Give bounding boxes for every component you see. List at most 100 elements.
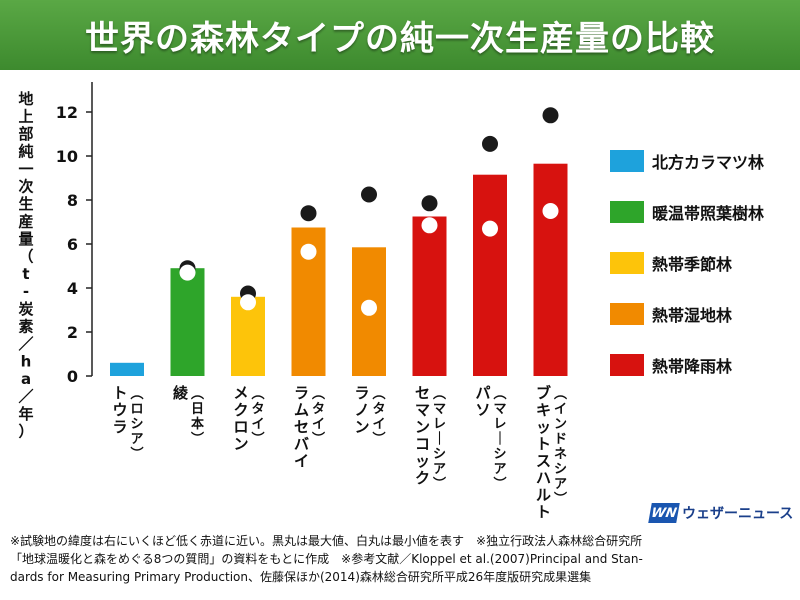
x-tick-sublabel-char: ｜ <box>493 431 506 447</box>
x-axis-labels: トウラ︵ロシア︶綾 ︵日本︶メクロン︵タイ︶ラムセバイ︵タイ︶ラノン︵タイ︶セマン… <box>112 384 567 521</box>
x-tick-label-char: ッ <box>415 452 430 470</box>
logo-mark: WN <box>648 503 680 523</box>
x-tick-label-char: ト <box>112 384 127 402</box>
y-axis-label-char: 炭 <box>18 300 33 318</box>
footnote-line: dards for Measuring Primary Production、佐… <box>10 570 592 584</box>
y-tick-label: 4 <box>67 279 78 298</box>
legend-label: 熱帯季節林 <box>652 255 733 274</box>
x-tick-label-char: ン <box>233 435 248 453</box>
legend: 北方カラマツ林 暖温帯照葉樹林 熱帯季節林 熱帯湿地林 熱帯降雨林 <box>610 148 800 403</box>
x-tick-sublabel-char: タ <box>312 402 325 417</box>
y-axis-label-char: 次 <box>18 178 33 196</box>
x-tick-sublabel-char: ︶ <box>129 446 143 462</box>
x-tick-sublabel-char: シ <box>493 447 506 462</box>
x-tick-label-char: ノ <box>354 401 369 419</box>
min-marker <box>179 264 196 281</box>
y-axis-label-char: a <box>21 370 31 388</box>
x-tick-label-char: セ <box>294 418 309 436</box>
x-tick-sublabel-char: ︶ <box>432 476 446 492</box>
legend-swatch <box>610 150 644 172</box>
legend-swatch <box>610 201 644 223</box>
max-marker <box>361 186 377 203</box>
x-tick-label-char: ロ <box>233 418 248 436</box>
y-axis-label-char: 一 <box>18 160 33 178</box>
legend-label: 北方カラマツ林 <box>652 153 765 172</box>
y-tick-label: 12 <box>56 103 78 122</box>
x-tick-label-char: ク <box>233 401 248 419</box>
x-tick-label-char: ラ <box>112 418 127 436</box>
x-tick-sublabel-char: ︵ <box>492 387 506 402</box>
min-marker <box>361 299 377 316</box>
min-marker <box>421 217 438 234</box>
min-marker <box>300 243 317 260</box>
x-tick-label-char: バ <box>294 435 309 453</box>
y-axis-ticks: 0 2 4 6 8 10 12 <box>56 82 93 386</box>
legend-item: 熱帯降雨林 <box>610 352 800 378</box>
x-tick-label-char: マ <box>415 401 430 419</box>
x-tick-sublabel-char: イ <box>312 417 325 432</box>
x-tick-label-char: ン <box>354 418 369 436</box>
y-axis-label-char: 生 <box>18 195 33 213</box>
max-marker <box>421 195 438 212</box>
title-bar: 世界の森林タイプの純一次生産量の比較 <box>0 0 800 70</box>
y-axis-label-char: 部 <box>18 125 33 143</box>
x-tick-label-char: メ <box>233 384 248 402</box>
x-tick-label-char: ウ <box>112 401 127 419</box>
max-marker <box>300 205 317 222</box>
x-tick-label-char: ト <box>536 435 551 453</box>
max-marker <box>542 107 559 124</box>
y-axis-label-char: ） <box>18 423 33 441</box>
min-marker <box>240 294 256 311</box>
x-tick-sublabel-char: ︶ <box>311 431 325 447</box>
x-tick-sublabel-char: タ <box>372 402 385 417</box>
x-tick-sublabel-char: イ <box>554 402 567 417</box>
bar <box>170 268 205 376</box>
legend-swatch <box>610 252 644 274</box>
y-tick-label: 10 <box>56 147 78 166</box>
legend-item: 北方カラマツ林 <box>610 148 800 174</box>
legend-item: 暖温帯照葉樹林 <box>610 199 800 225</box>
y-tick-label: 0 <box>67 367 78 386</box>
x-tick-label-char: ル <box>536 486 551 504</box>
x-tick-sublabel-char: レ <box>493 417 506 432</box>
y-axis-label-char: 量 <box>18 230 33 248</box>
x-tick-sublabel-char: イ <box>372 417 385 432</box>
x-tick-label-char: セ <box>415 384 430 402</box>
x-tick-label-char: ム <box>294 401 309 419</box>
y-axis-label-char: 産 <box>18 213 33 231</box>
y-axis-label-char: ／ <box>18 335 33 353</box>
x-tick-label-char: ト <box>536 503 551 521</box>
bar <box>533 163 568 376</box>
x-tick-label-char: ラ <box>354 384 369 402</box>
x-tick-label-char: ソ <box>475 401 490 419</box>
legend-item: 熱帯湿地林 <box>610 301 800 327</box>
legend-swatch <box>610 354 644 376</box>
footnote-line: ※試験地の緯度は右にいくほど低く赤道に近い。黒丸は最大値、白丸は最小値を表す ※… <box>10 534 643 548</box>
y-axis-label-char: t <box>22 265 29 283</box>
x-tick-label-char: キ <box>536 401 551 419</box>
chart-title: 世界の森林タイプの純一次生産量の比較 <box>85 18 715 59</box>
x-tick-sublabel-char: ︶ <box>553 491 567 507</box>
x-tick-sublabel-char: 本 <box>191 416 204 432</box>
x-tick-sublabel-char: ア <box>493 462 506 477</box>
x-tick-sublabel-char: シ <box>554 462 567 477</box>
x-tick-sublabel-char: ︵ <box>129 387 143 402</box>
bar <box>412 216 447 376</box>
bar <box>110 362 144 376</box>
x-tick-sublabel-char: ︵ <box>371 387 385 402</box>
x-tick-label-char: イ <box>294 452 309 470</box>
x-tick-sublabel-char: マ <box>493 402 506 417</box>
x-tick-sublabel-char: イ <box>251 417 264 432</box>
x-tick-sublabel-char: ｜ <box>433 431 446 447</box>
x-tick-sublabel-char: ︶ <box>190 431 204 447</box>
x-tick-label-char: コ <box>415 435 430 453</box>
legend-item: 熱帯季節林 <box>610 250 800 276</box>
y-axis-label-char: 年 <box>18 405 33 423</box>
x-tick-sublabel-char: ︵ <box>432 387 446 402</box>
x-tick-label-char: 綾 <box>173 384 189 402</box>
y-tick-label: 8 <box>67 191 78 210</box>
legend-label: 熱帯降雨林 <box>652 357 733 376</box>
y-axis-label-char: 地 <box>18 90 33 108</box>
